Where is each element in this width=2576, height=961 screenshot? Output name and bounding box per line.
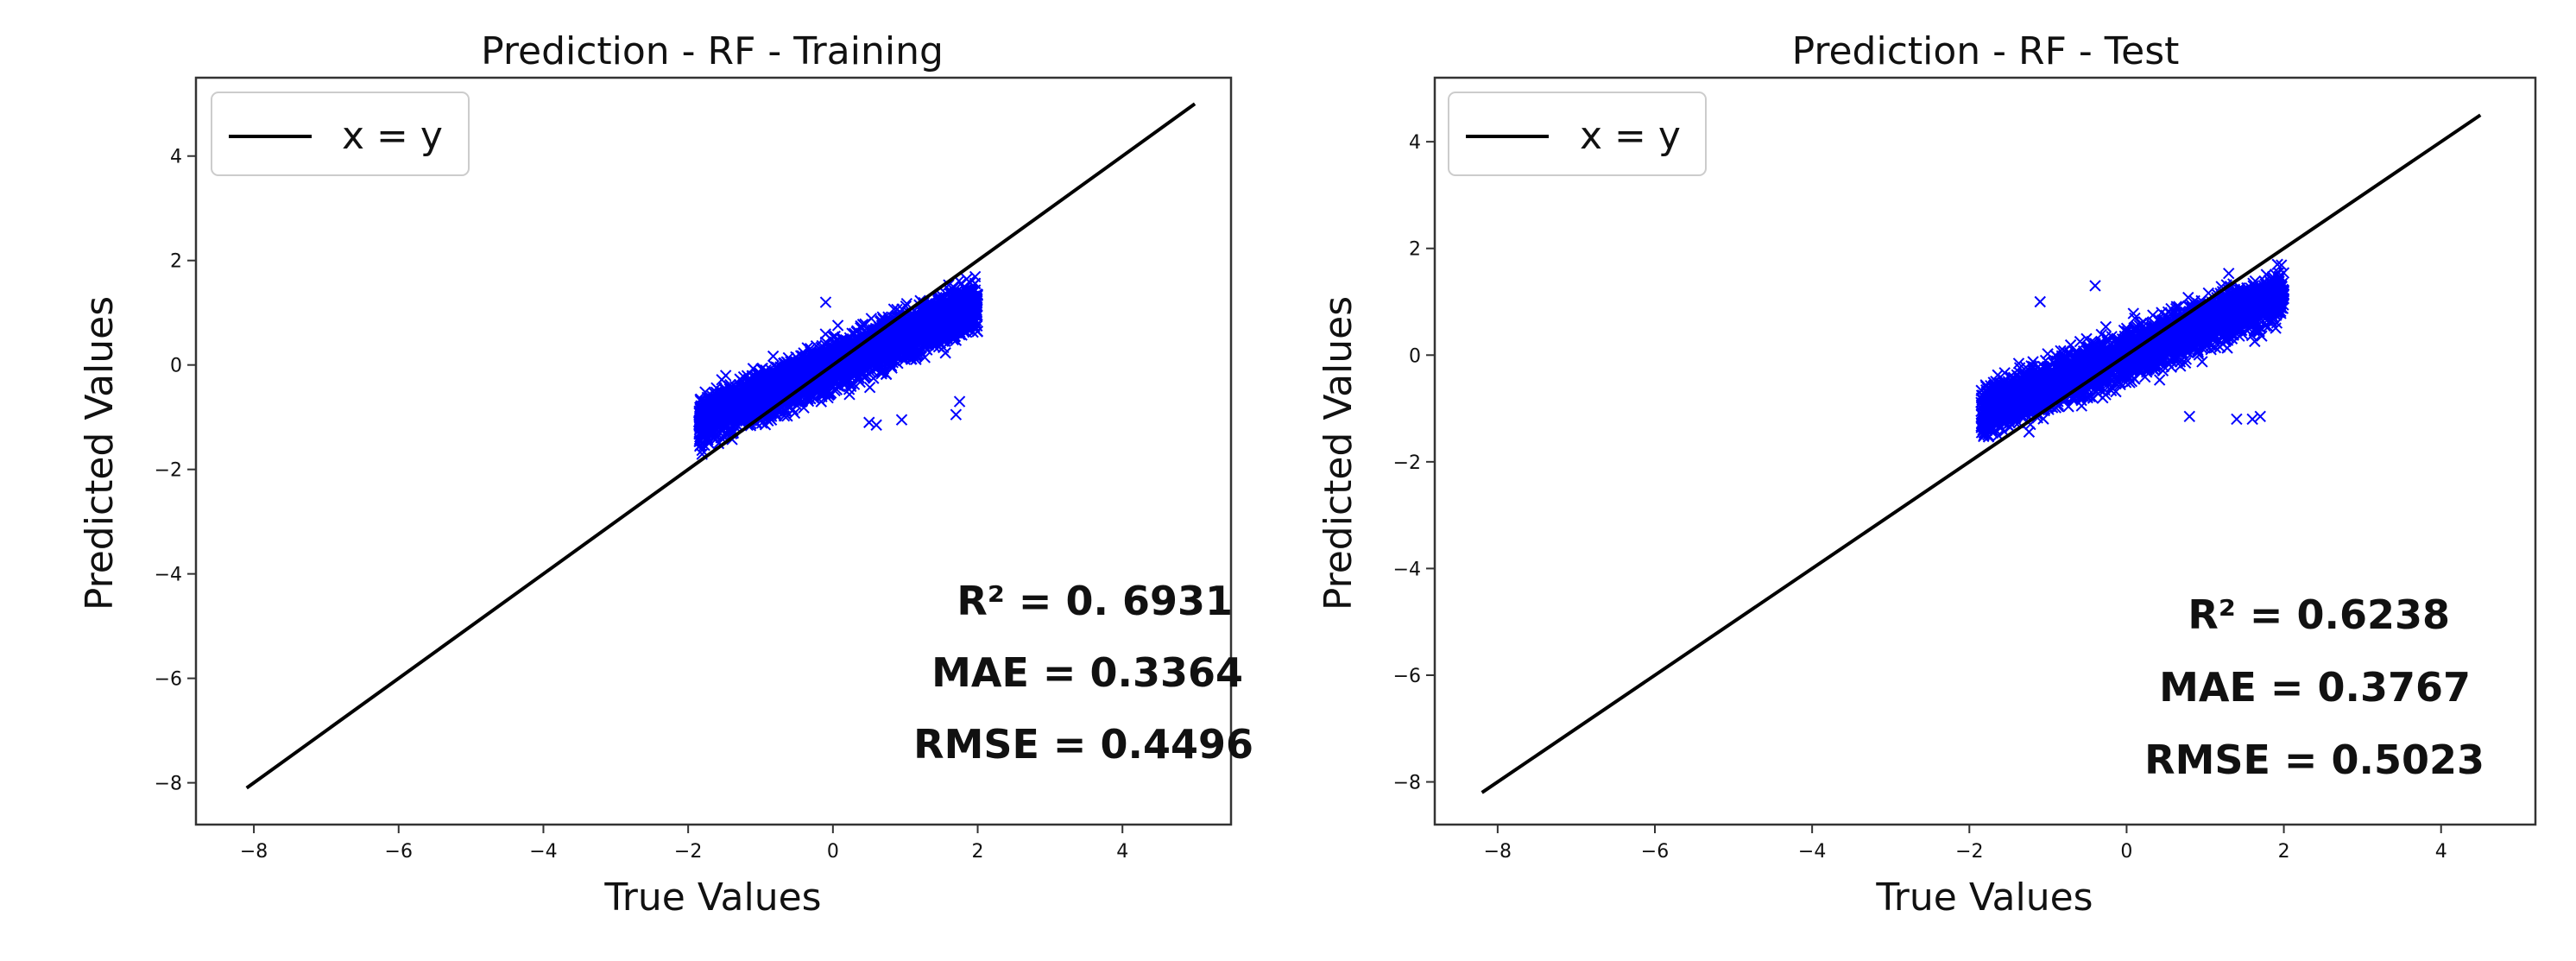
chart-title: Prediction - RF - Training xyxy=(481,29,944,73)
chart-title: Prediction - RF - Test xyxy=(1792,29,2180,73)
y-tick-label: −8 xyxy=(1393,773,1421,794)
scatter-points xyxy=(693,270,984,460)
y-tick-label: −4 xyxy=(155,565,182,586)
x-tick-label: 4 xyxy=(1116,841,1128,863)
x-tick-label: −6 xyxy=(1641,841,1669,863)
legend: x = y xyxy=(211,92,470,176)
x-tick-label: −2 xyxy=(674,841,702,863)
y-tick-label: 4 xyxy=(1409,132,1421,154)
x-tick-label: −2 xyxy=(1955,841,1983,863)
y-axis-label: Predicted Values xyxy=(78,296,122,610)
scatter-point xyxy=(831,319,844,332)
x-tick-label: 0 xyxy=(2120,841,2132,863)
rmse-label: RMSE = 0.4496 xyxy=(913,721,1253,768)
x-tick-label: 4 xyxy=(2435,841,2447,863)
x-tick-label: −4 xyxy=(529,841,557,863)
y-tick-label: −2 xyxy=(1393,452,1421,474)
x-tick-label: 2 xyxy=(972,841,984,863)
y-tick-label: −6 xyxy=(1393,666,1421,687)
mae-label: MAE = 0.3364 xyxy=(931,649,1243,696)
scatter-point xyxy=(819,296,832,308)
y-tick-label: 2 xyxy=(170,251,182,273)
x-tick-label: −8 xyxy=(1484,841,1512,863)
y-tick-label: 0 xyxy=(1409,345,1421,367)
y-tick-label: −2 xyxy=(155,460,182,482)
y-tick-label: 2 xyxy=(1409,239,1421,261)
scatter-point xyxy=(895,414,908,426)
scatter-point xyxy=(950,408,963,420)
chart-test: Prediction - RF - Test −8 −6 −4 −2 0 2 4 −8 −6 −4… xyxy=(1316,29,2537,920)
x-tick-label: −6 xyxy=(385,841,413,863)
y-tick-label: −4 xyxy=(1393,559,1421,580)
x-tick-label: −4 xyxy=(1798,841,1826,863)
x-tick-label: 2 xyxy=(2278,841,2290,863)
y-tick-label: 0 xyxy=(170,356,182,377)
scatter-point xyxy=(865,313,878,325)
y-tick-label: 4 xyxy=(170,147,182,168)
y-tick-label: −8 xyxy=(155,774,182,795)
y-tick-label: −6 xyxy=(155,669,182,691)
x-tick-label: −8 xyxy=(240,841,268,863)
x-axis-label: True Values xyxy=(603,876,821,920)
scatter-point xyxy=(767,350,780,363)
x-tick-label: 0 xyxy=(827,841,839,863)
scatter-point xyxy=(953,395,966,408)
plot-area: −8 −6 −4 −2 0 2 4 −8 −6 −4 −2 0 2 4 xyxy=(155,76,1233,863)
axes-frame xyxy=(194,76,1233,826)
scatter-point xyxy=(2223,267,2235,280)
chart-training: Prediction - RF - Training −8 −6 −4 −2 0 2 4−8… xyxy=(78,29,1253,920)
legend-label: x = y xyxy=(342,114,443,158)
r2-label: R² = 0. 6931 xyxy=(957,578,1233,624)
scatter-point xyxy=(863,382,876,394)
